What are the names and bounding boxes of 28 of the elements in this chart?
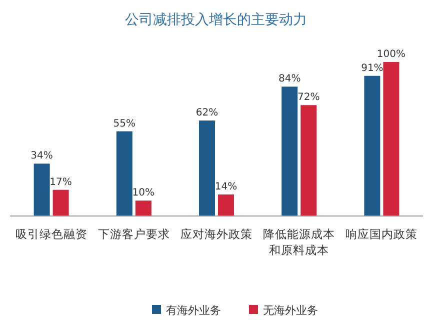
x-tick-label: 应对海外政策 (180, 227, 252, 241)
data-label: 34% (30, 150, 53, 162)
bar (116, 131, 132, 216)
data-label: 14% (214, 181, 238, 192)
data-label: 100% (376, 49, 406, 60)
data-label: 62% (196, 108, 218, 119)
data-label: 10% (132, 188, 155, 199)
legend-label: 无海外业务 (263, 304, 318, 317)
data-label: 84% (278, 74, 301, 85)
bar (135, 200, 152, 216)
bar (52, 190, 69, 216)
x-tick-label: 降低能源成本和原料成本 (263, 227, 336, 257)
bar (282, 86, 298, 216)
x-tick-label: 响应国内政策 (346, 227, 418, 241)
x-tick-label: 吸引绿色融资 (15, 227, 88, 241)
bar (383, 62, 400, 216)
data-label: 72% (297, 92, 320, 104)
bar (199, 120, 215, 216)
data-label: 17% (50, 176, 72, 188)
data-label: 91% (361, 62, 384, 74)
data-label: 55% (113, 118, 136, 130)
x-tick-label: 下游客户要求 (98, 227, 170, 241)
bar (364, 76, 380, 216)
bar (34, 164, 50, 216)
legend-label: 有海外业务 (166, 304, 221, 317)
bar (300, 105, 317, 216)
chart-title: 公司减排投入增长的主要动力 (125, 12, 307, 28)
bar (218, 194, 234, 216)
